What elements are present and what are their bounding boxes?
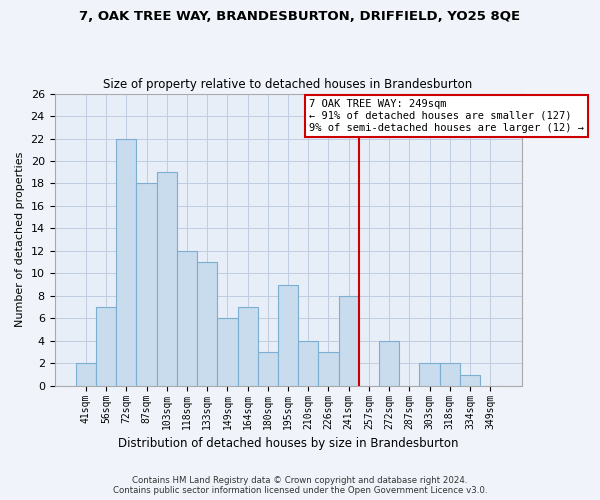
Bar [440,364,460,386]
Y-axis label: Number of detached properties: Number of detached properties [15,152,25,328]
Bar [460,374,480,386]
Bar [379,341,399,386]
Bar [96,307,116,386]
Title: Size of property relative to detached houses in Brandesburton: Size of property relative to detached ho… [103,78,473,91]
Bar [177,251,197,386]
Text: 7, OAK TREE WAY, BRANDESBURTON, DRIFFIELD, YO25 8QE: 7, OAK TREE WAY, BRANDESBURTON, DRIFFIEL… [79,10,521,23]
Text: Contains HM Land Registry data © Crown copyright and database right 2024.
Contai: Contains HM Land Registry data © Crown c… [113,476,487,495]
Bar [319,352,338,386]
Bar [136,184,157,386]
Bar [157,172,177,386]
Bar [278,284,298,386]
Bar [419,364,440,386]
Bar [76,364,96,386]
Bar [116,138,136,386]
Bar [238,307,258,386]
Text: 7 OAK TREE WAY: 249sqm
← 91% of detached houses are smaller (127)
9% of semi-det: 7 OAK TREE WAY: 249sqm ← 91% of detached… [309,100,584,132]
X-axis label: Distribution of detached houses by size in Brandesburton: Distribution of detached houses by size … [118,437,458,450]
Bar [258,352,278,386]
Bar [298,341,319,386]
Bar [217,318,238,386]
Bar [338,296,359,386]
Bar [197,262,217,386]
